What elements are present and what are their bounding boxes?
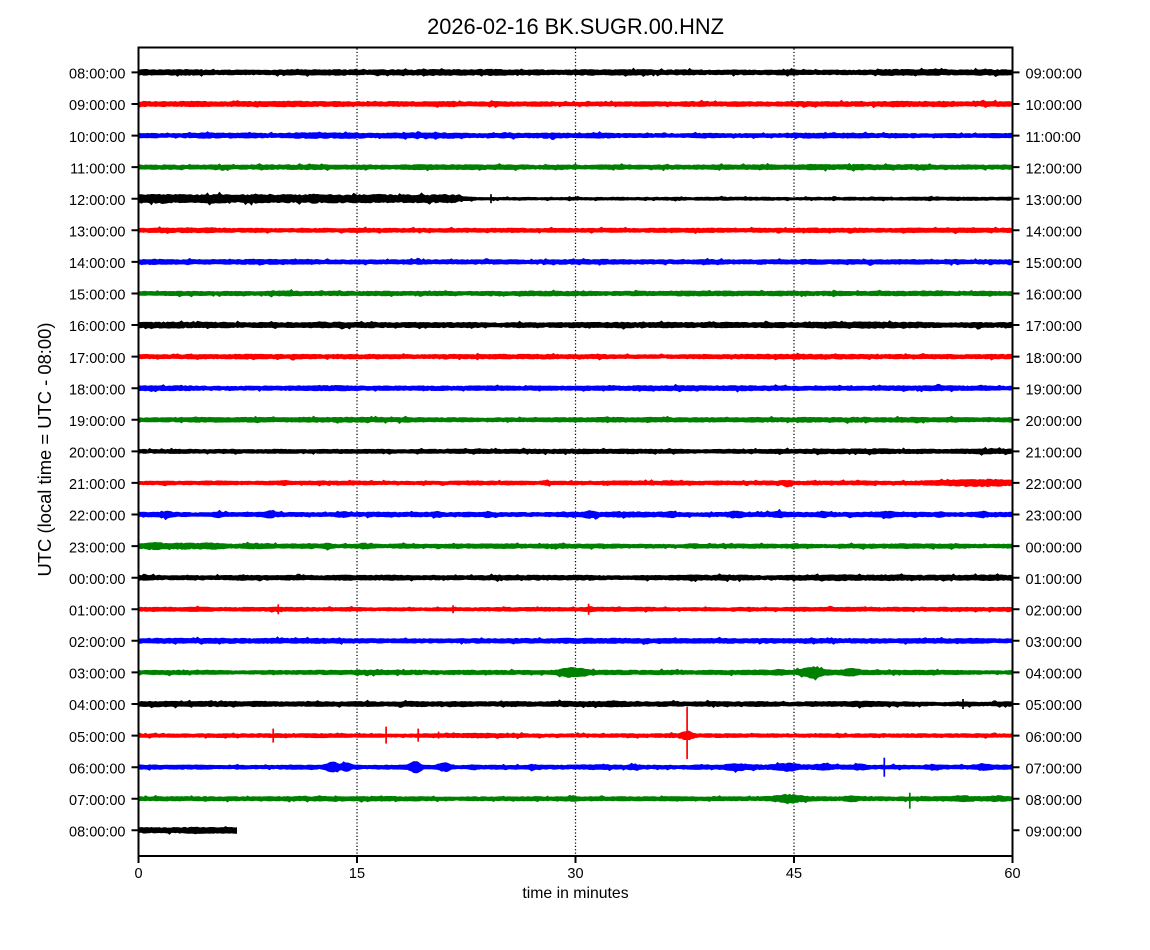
svg-text:18:00:00: 18:00:00 xyxy=(69,382,125,398)
svg-text:08:00:00: 08:00:00 xyxy=(1026,793,1082,809)
svg-text:04:00:00: 04:00:00 xyxy=(1026,667,1082,683)
svg-text:09:00:00: 09:00:00 xyxy=(1026,67,1082,83)
svg-text:12:00:00: 12:00:00 xyxy=(69,193,125,209)
svg-text:02:00:00: 02:00:00 xyxy=(1026,604,1082,620)
svg-text:14:00:00: 14:00:00 xyxy=(69,256,125,272)
svg-text:30: 30 xyxy=(567,866,583,882)
svg-text:05:00:00: 05:00:00 xyxy=(1026,698,1082,714)
svg-text:19:00:00: 19:00:00 xyxy=(1026,382,1082,398)
svg-text:UTC (local time = UTC - 08:00): UTC (local time = UTC - 08:00) xyxy=(34,323,55,577)
svg-text:14:00:00: 14:00:00 xyxy=(1026,225,1082,241)
svg-text:19:00:00: 19:00:00 xyxy=(69,414,125,430)
svg-text:01:00:00: 01:00:00 xyxy=(69,604,125,620)
svg-text:09:00:00: 09:00:00 xyxy=(69,98,125,114)
svg-text:20:00:00: 20:00:00 xyxy=(1026,414,1082,430)
svg-text:21:00:00: 21:00:00 xyxy=(1026,446,1082,462)
svg-text:16:00:00: 16:00:00 xyxy=(69,319,125,335)
svg-text:01:00:00: 01:00:00 xyxy=(1026,572,1082,588)
svg-text:21:00:00: 21:00:00 xyxy=(69,477,125,493)
svg-text:05:00:00: 05:00:00 xyxy=(69,730,125,746)
svg-text:45: 45 xyxy=(786,866,802,882)
svg-text:22:00:00: 22:00:00 xyxy=(1026,477,1082,493)
svg-text:03:00:00: 03:00:00 xyxy=(1026,635,1082,651)
svg-text:17:00:00: 17:00:00 xyxy=(1026,319,1082,335)
svg-text:time in minutes: time in minutes xyxy=(522,885,628,902)
svg-text:03:00:00: 03:00:00 xyxy=(69,667,125,683)
svg-text:13:00:00: 13:00:00 xyxy=(69,225,125,241)
svg-text:02:00:00: 02:00:00 xyxy=(69,635,125,651)
svg-text:09:00:00: 09:00:00 xyxy=(1026,825,1082,841)
svg-text:60: 60 xyxy=(1004,866,1020,882)
svg-text:23:00:00: 23:00:00 xyxy=(69,540,125,556)
svg-text:2026-02-16 BK.SUGR.00.HNZ: 2026-02-16 BK.SUGR.00.HNZ xyxy=(427,14,724,39)
svg-text:13:00:00: 13:00:00 xyxy=(1026,193,1082,209)
svg-text:06:00:00: 06:00:00 xyxy=(1026,730,1082,746)
svg-text:06:00:00: 06:00:00 xyxy=(69,761,125,777)
svg-text:00:00:00: 00:00:00 xyxy=(1026,540,1082,556)
svg-text:07:00:00: 07:00:00 xyxy=(69,793,125,809)
svg-text:17:00:00: 17:00:00 xyxy=(69,351,125,367)
svg-text:00:00:00: 00:00:00 xyxy=(69,572,125,588)
svg-text:07:00:00: 07:00:00 xyxy=(1026,761,1082,777)
svg-text:22:00:00: 22:00:00 xyxy=(69,509,125,525)
svg-text:10:00:00: 10:00:00 xyxy=(69,130,125,146)
svg-text:18:00:00: 18:00:00 xyxy=(1026,351,1082,367)
svg-text:08:00:00: 08:00:00 xyxy=(69,67,125,83)
svg-text:11:00:00: 11:00:00 xyxy=(1026,130,1081,146)
svg-text:12:00:00: 12:00:00 xyxy=(1026,161,1082,177)
svg-text:16:00:00: 16:00:00 xyxy=(1026,288,1082,304)
svg-text:0: 0 xyxy=(134,866,142,882)
svg-text:08:00:00: 08:00:00 xyxy=(69,825,125,841)
svg-text:15:00:00: 15:00:00 xyxy=(69,288,125,304)
svg-text:10:00:00: 10:00:00 xyxy=(1026,98,1082,114)
svg-text:20:00:00: 20:00:00 xyxy=(69,446,125,462)
svg-text:11:00:00: 11:00:00 xyxy=(70,161,125,177)
svg-text:23:00:00: 23:00:00 xyxy=(1026,509,1082,525)
svg-text:15:00:00: 15:00:00 xyxy=(1026,256,1082,272)
svg-text:04:00:00: 04:00:00 xyxy=(69,698,125,714)
svg-text:15: 15 xyxy=(349,866,365,882)
